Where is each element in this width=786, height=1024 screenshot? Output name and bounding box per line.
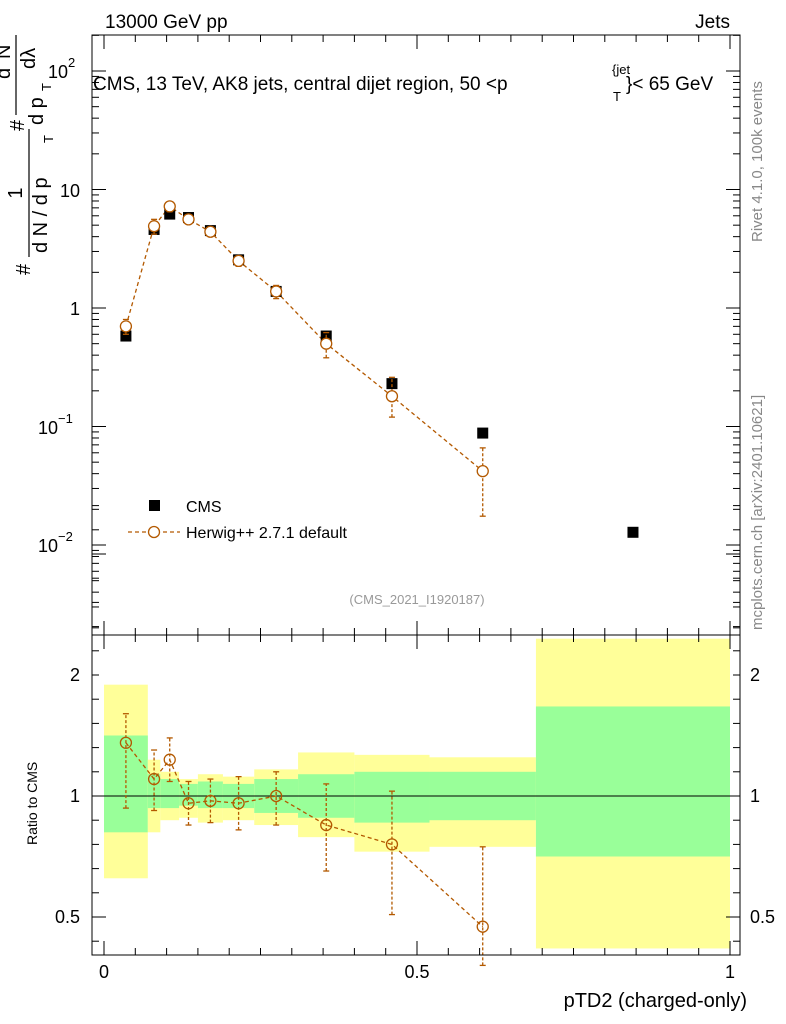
y-tick-label-0.01-exp: −2 [58, 529, 73, 544]
y-tick-label-0.1-exp: −1 [58, 411, 73, 426]
ylabel-one: 1 [5, 187, 27, 198]
ratio-data-point [476, 920, 489, 933]
ylabel-two: 2 [0, 60, 3, 67]
ratio-data-point [163, 753, 176, 766]
legend-mc-marker [147, 525, 161, 539]
ratio-y-axis-label: Ratio to CMS [24, 762, 40, 845]
mc-data-point [476, 464, 489, 478]
x-axis-label: pTD2 (charged-only) [564, 990, 747, 1012]
mc-data-point [232, 254, 245, 267]
header-energy: 13000 GeV pp [105, 12, 228, 33]
y-tick-label-100-exp: 2 [68, 55, 75, 70]
ratio-bands [104, 638, 730, 949]
mc-data-point [119, 320, 133, 333]
y-tick-label-0.1-base: 10 [38, 418, 58, 438]
ylabel-hash2: # [7, 119, 29, 131]
lower-y-tick-labels-right: 0.5 1 2 [750, 665, 775, 927]
mc-data-point [182, 213, 195, 226]
upper-y-tick-labels: 10 2 10 1 10 −1 10 −2 [38, 55, 80, 556]
mcplots-label: mcplots.cern.ch [arXiv:2401.10621] [749, 395, 766, 630]
rivet-label: Rivet 4.1.0, 100k events [749, 81, 766, 242]
ratio-tick-0.5-right: 0.5 [750, 907, 775, 927]
cms-data-point [627, 526, 639, 538]
y-tick-label-0.01-base: 10 [38, 536, 58, 556]
upper-panel: 10 2 10 1 10 −1 10 −2 # 1 d N / d p T # … [0, 34, 741, 636]
ylabel-hash: # [13, 263, 35, 275]
ratio-data-point [204, 794, 217, 807]
ratio-data-point [147, 772, 161, 786]
ratio-tick-2: 2 [70, 665, 80, 685]
ylabel-dn: d N / d p [30, 177, 52, 253]
mc-data-point [320, 337, 333, 350]
lower-y-tick-labels-left: 0.5 1 2 [55, 665, 80, 927]
upper-plot-frame [91, 34, 741, 636]
ylabel-dl: dλ [18, 48, 40, 69]
legend-cms-label: CMS [186, 499, 222, 516]
ratio-tick-1-right: 1 [750, 786, 760, 806]
lower-data-marks [119, 713, 489, 967]
ylabel-t-sub-1: T [41, 135, 56, 143]
y-tick-label-100-base: 10 [48, 62, 68, 82]
cms-data-point [386, 378, 398, 390]
ratio-tick-0.5: 0.5 [55, 907, 80, 927]
chart-title-sub: T [613, 89, 621, 104]
lower-panel: 0.5 1 2 0.5 1 2 Ratio to CMS 0 0.5 1 pTD… [24, 505, 775, 1012]
ylabel-d: d [0, 68, 15, 79]
mc-data-point [204, 225, 217, 238]
chart-title: CMS, 13 TeV, AK8 jets, central dijet reg… [93, 62, 713, 104]
cms-data-point [477, 427, 489, 439]
ratio-band-inner [535, 706, 730, 857]
ratio-data-point [320, 818, 333, 832]
ylabel-dpt: d p [26, 97, 48, 125]
lower-plot-frame [91, 634, 741, 956]
ratio-data-point [182, 797, 195, 810]
x-tick-label-0.5: 0.5 [404, 962, 429, 982]
mc-data-point [163, 200, 176, 213]
mc-series-line [125, 205, 484, 472]
ratio-data-point [119, 736, 133, 749]
ratio-data-point [269, 789, 283, 803]
cms-data-point [120, 330, 132, 342]
ratio-band-inner [104, 735, 148, 833]
cms-data-point [164, 208, 176, 220]
ratio-tick-1: 1 [70, 786, 80, 806]
upper-ticks [92, 34, 740, 635]
analysis-watermark: (CMS_2021_I1920187) [349, 592, 484, 607]
ylabel-n: N [0, 45, 15, 59]
header-jets: Jets [695, 12, 730, 33]
legend-mc-label: Herwig++ 2.7.1 default [186, 525, 348, 542]
ratio-band-inner [160, 779, 180, 809]
mc-data-point [269, 285, 283, 298]
ylabel-t-sub-2: T [39, 83, 54, 91]
x-tick-labels: 0 0.5 1 [99, 962, 735, 982]
ratio-tick-2-right: 2 [750, 665, 760, 685]
x-tick-label-1: 1 [725, 962, 735, 982]
mc-data-point [385, 390, 399, 403]
chart-title-sup: {jet [612, 62, 630, 77]
chart-title-end: }< 65 GeV [626, 74, 713, 95]
lower-ticks [92, 505, 740, 955]
y-tick-label-1: 1 [70, 299, 80, 319]
ratio-data-point [385, 838, 399, 851]
ratio-series-line [125, 742, 484, 928]
x-tick-label-0: 0 [99, 962, 109, 982]
y-tick-label-10: 10 [60, 181, 80, 201]
ratio-band-inner [147, 774, 161, 809]
legend-cms-marker [149, 500, 160, 511]
mc-data-point [147, 220, 161, 233]
chart-title-main: CMS, 13 TeV, AK8 jets, central dijet reg… [93, 74, 508, 95]
upper-y-axis-label: # 1 d N / d p T # d p T d 2 N dλ [0, 35, 56, 275]
legend: CMS Herwig++ 2.7.1 default [128, 499, 348, 542]
ratio-data-point [232, 797, 245, 810]
upper-data-marks [119, 200, 639, 538]
